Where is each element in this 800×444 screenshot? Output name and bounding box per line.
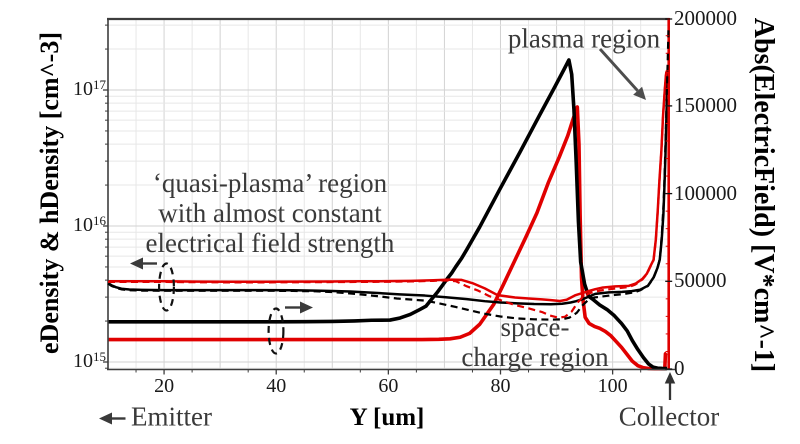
x-tick-label: 40 (266, 375, 287, 397)
space-charge-annotation-line2: charge region (461, 342, 609, 372)
right-axis-title: Abs(ElectricField) [V*cm^-1] (748, 17, 779, 373)
emitter-arrow-head (99, 412, 112, 425)
x-axis-title: Y [um] (349, 404, 425, 431)
quasi-plasma-annotation: ‘quasi-plasma’ region with almost consta… (146, 168, 395, 258)
space-charge-annotation-line1: space- (500, 312, 570, 342)
y-right-tick-label: 100000 (674, 180, 737, 205)
y-left-tick-label: 1015 (73, 348, 106, 372)
collector-label: Collector (618, 401, 720, 432)
quasi-plasma-annotation-line2: with almost constant (158, 198, 382, 228)
quasi-plasma-annotation-line1: ‘quasi-plasma’ region (152, 168, 388, 198)
y-right-tick-label: 150000 (674, 92, 737, 117)
plasma-region-arrow-shaft (598, 48, 639, 92)
series-hdensity-red (108, 71, 668, 319)
quasi-plasma-ellipse-left (158, 262, 176, 312)
y-right-tick-label: 50000 (674, 268, 727, 293)
series-efield-black (108, 58, 668, 371)
emitter-label: Emitter (131, 401, 212, 432)
y-left-tick-label: 1017 (73, 76, 106, 100)
right-axis-arrow-head (300, 301, 313, 314)
quasi-plasma-ellipse-right (267, 307, 285, 355)
x-tick-label: 100 (597, 375, 628, 397)
collector-arrow-head (664, 372, 676, 384)
x-tick-label: 80 (490, 375, 511, 397)
plasma-region-annotation: plasma region (507, 23, 661, 54)
left-axis-arrow-head (130, 257, 143, 270)
x-tick-label: 20 (154, 375, 175, 397)
plasma-region-arrow-head (633, 86, 646, 100)
left-axis-title: eDensity & hDensity [cm^-3] (35, 32, 64, 354)
series-efield-red (108, 105, 668, 371)
y-right-tick-label: 200000 (674, 5, 737, 30)
x-tick-label: 60 (378, 375, 399, 397)
quasi-plasma-annotation-line3: electrical field strength (145, 228, 395, 258)
y-left-tick-label: 1016 (73, 212, 106, 236)
space-charge-annotation: space- charge region (461, 312, 608, 372)
series-hdensity-black (107, 27, 670, 321)
y-right-tick-label: 0 (674, 356, 685, 380)
